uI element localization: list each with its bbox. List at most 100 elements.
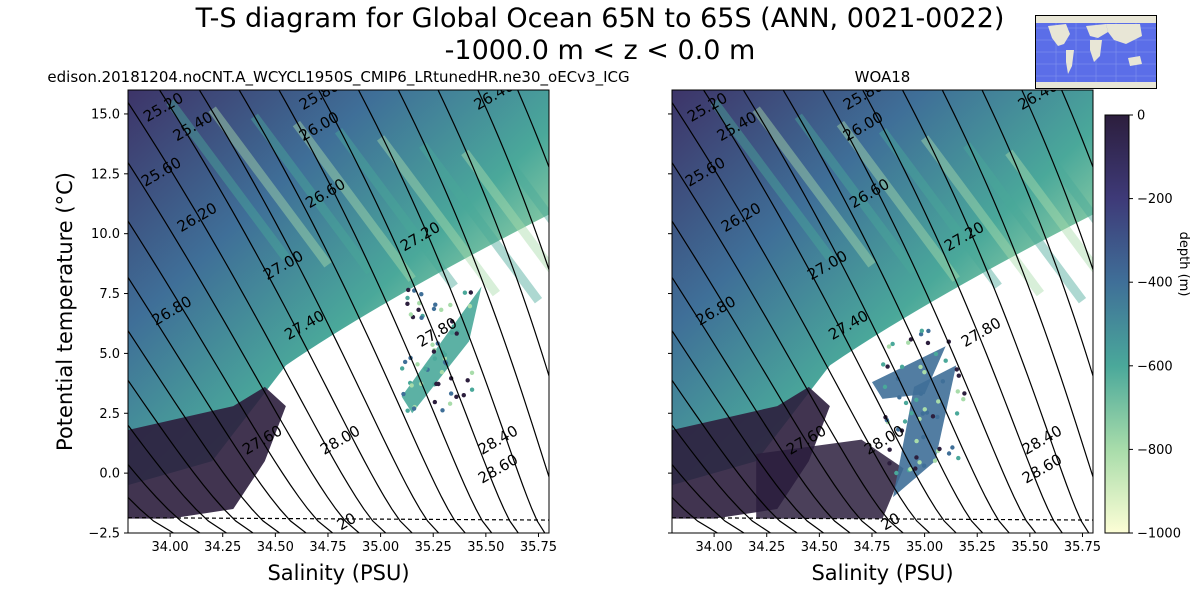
- density-contour: [672, 379, 798, 533]
- scatter-point: [467, 303, 473, 309]
- scatter-point: [881, 362, 886, 367]
- y-tick-label: 5.0: [99, 347, 120, 362]
- y-tick-label: 10.0: [91, 227, 120, 242]
- x-tick-label: 34.50: [257, 540, 294, 555]
- data-streak: [752, 106, 876, 268]
- density-contour: [517, 90, 549, 169]
- scatter-point: [431, 349, 437, 354]
- scatter-point: [902, 419, 908, 424]
- data-streak: [250, 113, 374, 275]
- y-tick-label: −2.5: [88, 527, 120, 542]
- scatter-point: [887, 461, 892, 466]
- x-tick-label: 34.25: [748, 540, 785, 555]
- scatter-point: [918, 331, 924, 337]
- colorbar-tick-label: −800: [1137, 443, 1173, 458]
- scatter-point: [451, 324, 456, 329]
- density-contour: [672, 101, 931, 533]
- density-contour: [742, 90, 984, 533]
- density-contour: [862, 90, 1063, 533]
- scatter-point: [887, 447, 892, 452]
- x-tick-label: 34.75: [309, 540, 346, 555]
- scatter-point: [423, 366, 428, 371]
- scatter-point: [954, 411, 960, 416]
- scatter-point: [440, 408, 445, 413]
- colorbar-label: depth (m): [1176, 232, 1191, 297]
- contour-label: 28.40: [1019, 422, 1065, 459]
- data-streak: [208, 106, 332, 268]
- freezing-line: [128, 517, 549, 521]
- scatter-point: [419, 315, 424, 321]
- x-tick-label: 34.25: [204, 540, 241, 555]
- contour-label: 28.00: [317, 422, 363, 459]
- scatter-point: [914, 397, 919, 403]
- scatter-point: [402, 359, 408, 365]
- density-contour: [128, 161, 360, 533]
- scatter-point: [908, 337, 914, 342]
- data-streak: [461, 149, 549, 273]
- x-tick-label: 35.25: [959, 540, 996, 555]
- scatter-point: [920, 411, 925, 416]
- density-contour: [1061, 90, 1093, 169]
- contour-label: 27.80: [958, 314, 1004, 351]
- scatter-point: [956, 455, 961, 461]
- scatter-point: [956, 373, 962, 378]
- colorbar-tick-label: −200: [1137, 192, 1173, 207]
- subplot-title: WOA18: [855, 68, 911, 86]
- density-contour: [128, 379, 254, 533]
- density-contour: [128, 220, 333, 533]
- density-contour: [437, 90, 549, 378]
- scatter-point: [924, 410, 930, 415]
- scatter-point: [448, 391, 454, 396]
- y-tick-label: 15.0: [91, 107, 120, 122]
- scatter-point: [454, 394, 459, 400]
- x-tick-label: 34.00: [151, 540, 188, 555]
- y-tick-label: 0.0: [99, 467, 120, 482]
- scatter-point: [432, 399, 438, 405]
- contour-label: 28.40: [475, 422, 521, 459]
- x-tick-label: 34.50: [801, 540, 838, 555]
- y-tick-label: 12.5: [91, 167, 120, 182]
- data-streak: [878, 128, 1002, 290]
- scatter-point: [899, 364, 905, 370]
- data-streak: [710, 99, 834, 261]
- freezing-line: [672, 517, 1093, 521]
- scatter-point: [962, 391, 967, 396]
- x-tick-label: 35.50: [1011, 540, 1048, 555]
- x-tick-label: 34.75: [853, 540, 890, 555]
- subplot-title: edison.20181204.noCNT.A_WCYCL1950S_CMIP6…: [47, 68, 629, 87]
- colorbar-tick-label: −600: [1137, 359, 1173, 374]
- density-contour: [397, 90, 549, 479]
- density-contour: [703, 90, 957, 533]
- scatter-point: [401, 391, 406, 397]
- scatter-point: [406, 287, 411, 293]
- scatter-point: [946, 451, 952, 456]
- axes-frame: [127, 89, 550, 534]
- axes-frame: [671, 89, 1094, 534]
- scatter-point: [937, 446, 942, 452]
- data-streak: [166, 99, 290, 261]
- scatter-point: [921, 463, 927, 468]
- data-streak: [1047, 156, 1093, 224]
- scatter-point: [415, 362, 420, 367]
- scatter-point: [430, 342, 435, 347]
- scatter-point: [439, 307, 444, 313]
- scatter-point: [447, 401, 453, 406]
- scatter-point: [926, 328, 931, 334]
- density-contour: [672, 220, 877, 533]
- x-axis-label: Salinity (PSU): [267, 561, 409, 585]
- data-streak: [794, 113, 918, 275]
- scatter-point: [434, 381, 439, 387]
- data-streak: [836, 120, 960, 282]
- panel-1: 25.2025.4025.6025.8026.0026.2026.4026.60…: [47, 68, 629, 585]
- density-contour: [672, 329, 824, 533]
- scatter-point: [919, 328, 925, 334]
- data-streak: [1005, 149, 1093, 274]
- data-streak: [419, 142, 543, 304]
- x-tick-label: 35.00: [906, 540, 943, 555]
- scatter-point: [932, 458, 938, 463]
- data-streak: [963, 142, 1087, 304]
- scatter-point: [431, 306, 437, 312]
- scatter-point: [930, 414, 936, 419]
- density-contour: [159, 90, 413, 533]
